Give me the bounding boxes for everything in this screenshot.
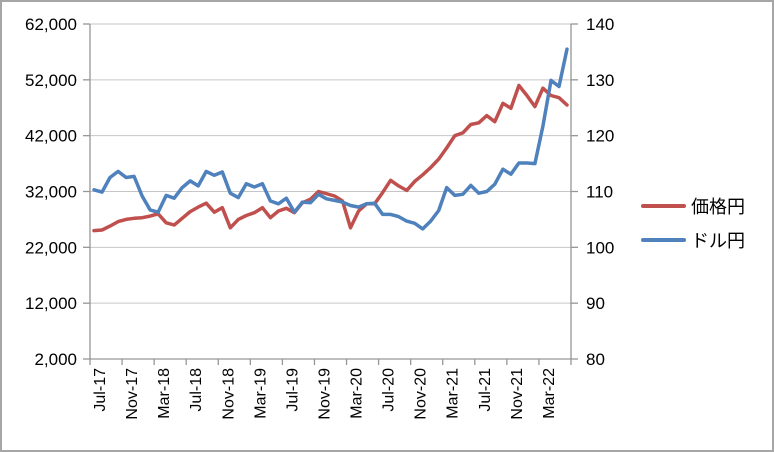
right-axis-tick-label: 100 — [586, 238, 614, 257]
x-axis-label: Mar-22 — [541, 368, 558, 419]
left-axis-tick-label: 42,000 — [25, 127, 77, 146]
x-axis-label: Nov-20 — [413, 368, 430, 420]
left-axis-tick-label: 32,000 — [25, 183, 77, 202]
left-axis-tick-label: 22,000 — [25, 238, 77, 257]
right-axis-tick-label: 90 — [586, 294, 605, 313]
legend-label-price-yen: 価格円 — [691, 196, 745, 217]
chart-legend: 価格円 ドル円 — [641, 193, 745, 252]
right-axis-tick-label: 110 — [586, 183, 613, 202]
series-line-dollar-yen[interactable] — [92, 47, 569, 231]
x-axis-label: Mar-21 — [445, 368, 462, 419]
left-axis-tick-label: 2,000 — [34, 350, 77, 369]
right-axis-tick-label: 120 — [586, 127, 614, 146]
right-axis-tick-label: 80 — [586, 350, 605, 369]
x-axis-label: Jul-19 — [284, 368, 301, 412]
x-axis-label: Jul-18 — [188, 368, 205, 412]
legend-item-price-yen[interactable]: 価格円 — [641, 193, 745, 218]
x-axis-label: Nov-21 — [509, 368, 526, 420]
x-axis-label: Mar-20 — [349, 368, 366, 419]
x-axis-label: Nov-18 — [220, 368, 237, 420]
left-axis-tick-label: 62,000 — [25, 15, 77, 34]
right-axis-tick-label: 140 — [586, 15, 614, 34]
series-line-price-yen[interactable] — [92, 83, 569, 233]
x-axis-label: Nov-17 — [124, 368, 141, 420]
right-axis-tick-label: 130 — [586, 71, 614, 90]
left-axis-tick-label: 12,000 — [25, 294, 77, 313]
x-axis-label: Nov-19 — [316, 368, 333, 420]
dollar-yen-series-swatch — [641, 237, 686, 242]
x-axis-label: Mar-19 — [252, 368, 269, 419]
legend-label-dollar-yen: ドル円 — [691, 230, 745, 251]
x-axis-label: Mar-18 — [156, 368, 173, 419]
legend-item-dollar-yen[interactable]: ドル円 — [641, 227, 745, 252]
x-axis-label: Jul-17 — [92, 368, 109, 412]
price-yen-series-swatch — [641, 203, 686, 208]
left-axis-tick-label: 52,000 — [25, 71, 77, 90]
x-axis-label: Jul-20 — [381, 368, 398, 412]
x-axis-label: Jul-21 — [477, 368, 494, 412]
